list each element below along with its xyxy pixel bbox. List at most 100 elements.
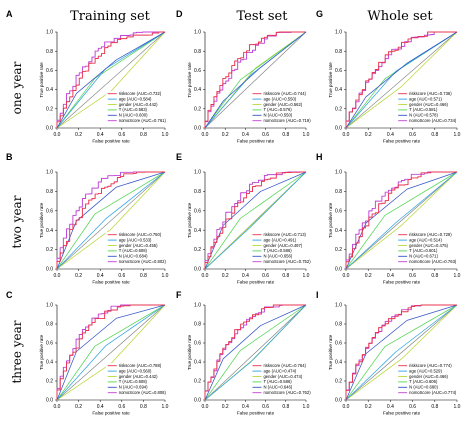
legend: riskscore (AUC=0.788)age (AUC=0.560)gend… — [105, 363, 167, 398]
legend-entry-age: age (AUC=0.529) — [409, 368, 442, 373]
y-tick-label: 0.2 — [46, 379, 53, 385]
x-tick-label: 0.8 — [140, 273, 147, 279]
roc-curve-age — [56, 304, 166, 401]
y-tick-label: 0.4 — [335, 228, 342, 234]
y-tick-label: 0.8 — [335, 189, 342, 195]
panel-letter-i: I — [316, 290, 319, 300]
y-tick-label: 0.0 — [194, 126, 201, 132]
x-tick-label: 0.8 — [140, 404, 147, 410]
roc-panel-d: 0.00.0 0.2 0.2 0.4 0.4 0.6 0.6 0.8 0.8 1.0 1.0 Fals… — [187, 30, 311, 144]
y-axis-label: True positive rate — [39, 62, 44, 98]
legend: riskscore (AUC=0.750)age (AUC=0.533)gend… — [105, 232, 166, 267]
y-tick-label: 0.4 — [46, 228, 53, 234]
x-tick-label: 1.0 — [454, 273, 461, 279]
roc-curve-t — [204, 304, 307, 401]
y-tick-label: 0.0 — [194, 398, 201, 404]
roc-curve-riskscore — [56, 31, 165, 128]
roc-curve-age — [204, 304, 307, 401]
x-tick-label: 1.0 — [303, 273, 310, 279]
x-axis-label: False positive rate — [237, 411, 275, 416]
x-tick-label: 1.0 — [162, 273, 169, 279]
y-axis-label: True positive rate — [328, 62, 333, 98]
roc-curve-nomoscore — [56, 31, 165, 128]
roc-curve-gender — [345, 304, 458, 401]
y-tick-label: 0.8 — [46, 49, 53, 55]
roc-curve-age — [345, 304, 458, 401]
x-tick-label: 0.0 — [54, 132, 61, 138]
legend-entry-t: T (AUC=0.608) — [119, 248, 148, 253]
legend-entry-age: age (AUC=0.474) — [263, 368, 296, 373]
reference-diagonal — [56, 31, 166, 129]
reference-diagonal — [345, 31, 458, 129]
x-axis-label: False positive rate — [383, 411, 421, 416]
legend-background — [396, 363, 456, 398]
y-tick-label: 0.0 — [194, 267, 201, 273]
x-tick-label: 0.2 — [75, 132, 82, 138]
roc-curve-riskscore — [345, 31, 457, 128]
panel-letter-d: D — [176, 9, 183, 19]
panel-letter-h: H — [316, 152, 323, 162]
roc-panel-g: 0.00.0 0.2 0.2 0.4 0.4 0.6 0.6 0.8 0.8 1.0 1.0 Fals… — [328, 30, 461, 144]
y-tick-label: 0.6 — [46, 341, 53, 347]
legend-background — [396, 232, 456, 267]
legend-background — [396, 91, 456, 126]
roc-curve-t — [204, 31, 307, 129]
roc-panels: 0.0 0.0 0.2 0.2 0.4 0.4 0.6 0.6 0.8 0.8 1.0 1.0 Fals… — [39, 30, 461, 416]
legend-entry-riskscore: riskscore (AUC=0.732) — [119, 91, 162, 96]
legend-entry-riskscore: riskscore (AUC=0.736) — [409, 91, 452, 96]
roc-curve-age — [345, 171, 458, 270]
roc-curve-t — [56, 304, 166, 401]
column-title-test: Test set — [237, 9, 289, 24]
roc-curve-n — [204, 31, 307, 129]
x-tick-label: 0.4 — [97, 404, 104, 410]
roc-curve-riskscore — [204, 31, 306, 128]
x-tick-label: 1.0 — [454, 404, 461, 410]
x-tick-label: 0.6 — [409, 132, 416, 138]
x-tick-label: 0.0 — [343, 273, 350, 279]
y-tick-label: 0.6 — [335, 341, 342, 347]
roc-curve-t — [204, 171, 307, 270]
x-tick-label: 0.4 — [387, 404, 394, 410]
x-axis-label: False positive rate — [237, 139, 275, 144]
y-tick-label: 1.0 — [46, 170, 53, 176]
legend-entry-riskscore: riskscore (AUC=0.774) — [409, 363, 452, 368]
x-tick-label: 0.8 — [282, 273, 289, 279]
x-tick-label: 0.4 — [387, 132, 394, 138]
y-tick-label: 0.6 — [46, 68, 53, 74]
legend-background — [250, 232, 305, 267]
y-tick-label: 0.8 — [46, 189, 53, 195]
x-tick-label: 0.6 — [262, 273, 269, 279]
y-axis-label: True positive rate — [39, 202, 44, 238]
x-tick-label: 0.0 — [54, 404, 61, 410]
y-tick-label: 0.6 — [46, 208, 53, 214]
x-tick-label: 0.4 — [242, 273, 249, 279]
legend-entry-age: age (AUC=0.514) — [409, 237, 442, 242]
x-axis-label: False positive rate — [92, 139, 130, 144]
legend-entry-nomoscore: nomoScore (AUC=0.762) — [263, 390, 311, 395]
column-title-training: Training set — [70, 9, 151, 24]
roc-curve-t — [345, 171, 458, 270]
legend-entry-n: N (AUC=0.671) — [409, 254, 438, 259]
roc-panel-a: 0.00.0 0.2 0.2 0.4 0.4 0.6 0.6 0.8 0.8 1.0 1.0 Fals… — [39, 30, 169, 144]
legend-entry-n: N (AUC=0.684) — [119, 254, 148, 259]
row-title-three-year: three year — [10, 320, 24, 383]
y-tick-label: 0.0 — [46, 267, 53, 273]
roc-curve-t — [345, 304, 458, 401]
legend-entry-nomoscore: nomoScore (AUC=0.808) — [119, 390, 167, 395]
x-tick-label: 0.4 — [242, 404, 249, 410]
legend-entry-n: N (AUC=0.600) — [119, 113, 148, 118]
x-tick-label: 0.6 — [118, 404, 125, 410]
roc-curve-t — [56, 171, 166, 270]
legend-entry-gender: gender (AUC=0.475) — [409, 243, 448, 248]
roc-curve-riskscore — [204, 171, 306, 269]
y-axis-label: True positive rate — [328, 334, 333, 370]
x-tick-label: 0.6 — [409, 404, 416, 410]
x-tick-label: 0.2 — [365, 273, 372, 279]
y-axis-label: True positive rate — [187, 62, 192, 98]
legend-background — [105, 91, 164, 126]
legend-entry-t: T (AUC=0.608) — [119, 379, 148, 384]
reference-diagonal — [204, 31, 307, 129]
legend-entry-gender: gender (AUC=0.466) — [409, 102, 448, 107]
roc-curve-n — [345, 31, 458, 129]
y-tick-label: 0.8 — [335, 322, 342, 328]
